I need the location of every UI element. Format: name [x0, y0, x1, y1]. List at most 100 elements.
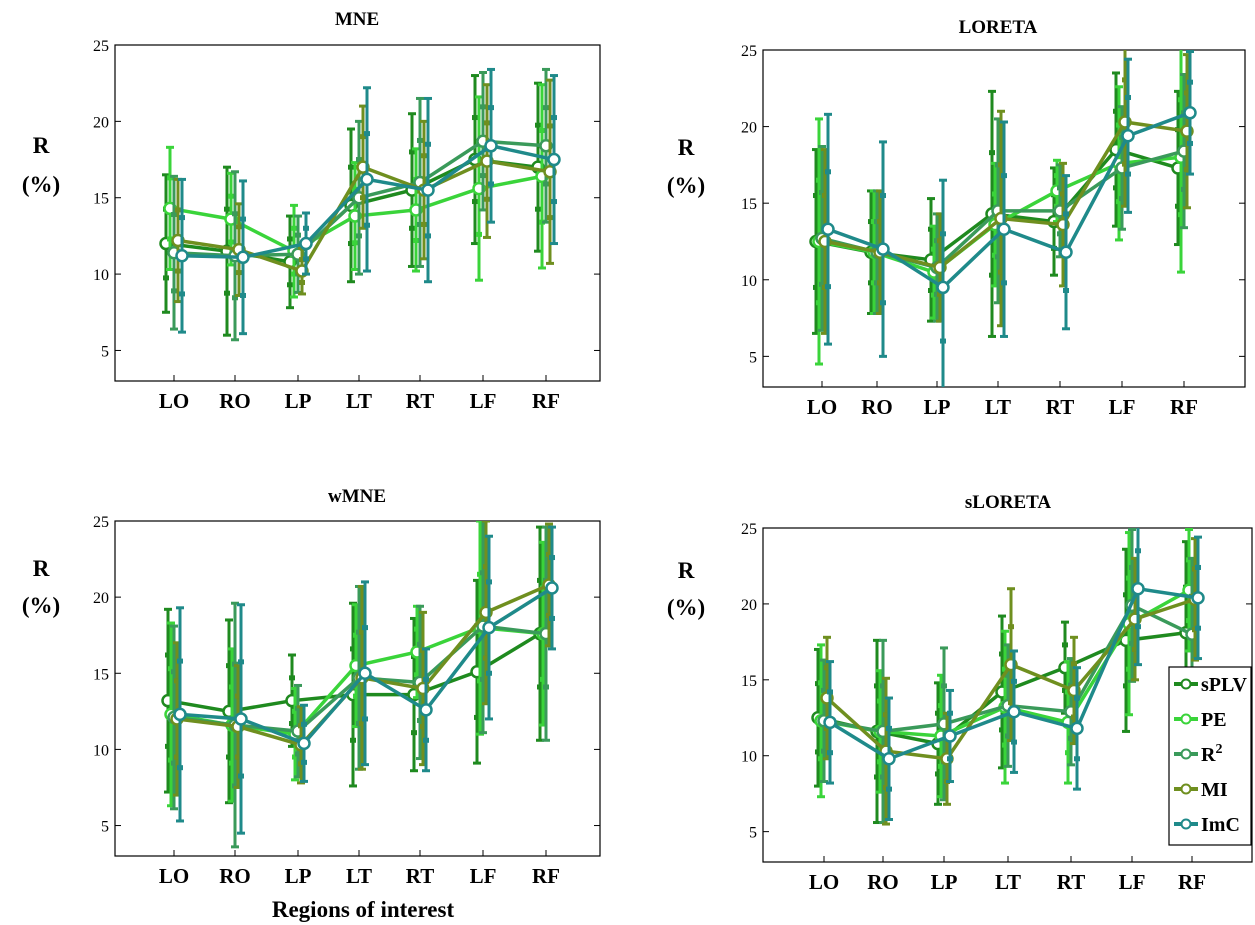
x-tick-label: LT: [346, 864, 372, 888]
x-tick-label: LO: [159, 389, 189, 413]
data-point: [821, 222, 835, 236]
data-point: [175, 249, 189, 263]
y-tick-label: 20: [741, 120, 757, 137]
y-tick-label: 15: [741, 673, 757, 690]
y-tick-label: 10: [93, 267, 109, 284]
error-marker: [1071, 661, 1077, 667]
error-marker: [411, 730, 417, 736]
error-marker: [886, 725, 892, 731]
error-marker: [886, 786, 892, 792]
error-marker: [362, 625, 368, 631]
error-marker: [483, 564, 489, 570]
error-marker: [474, 714, 480, 720]
error-marker: [421, 153, 427, 159]
data-point: [234, 712, 248, 726]
error-marker: [292, 708, 298, 714]
error-marker: [488, 105, 494, 111]
error-marker: [995, 254, 1001, 260]
error-marker: [413, 237, 419, 243]
data-point: [297, 736, 311, 751]
legend-label: ImC: [1201, 814, 1240, 836]
x-tick-label: RO: [861, 395, 893, 419]
error-marker: [226, 754, 232, 760]
error-marker: [228, 193, 234, 199]
error-marker: [827, 750, 833, 756]
legend: sPLV PE R2 MI ImC: [1168, 666, 1252, 846]
error-marker: [821, 687, 827, 693]
error-marker: [1178, 212, 1184, 218]
error-marker: [1129, 640, 1135, 646]
error-marker: [1005, 733, 1011, 739]
y-tick-label: 15: [741, 196, 757, 213]
error-marker: [480, 570, 486, 576]
error-marker: [301, 721, 307, 727]
error-marker: [350, 737, 356, 743]
error-marker: [236, 270, 242, 276]
error-marker: [940, 338, 946, 344]
data-point: [1183, 106, 1197, 120]
error-marker: [352, 186, 358, 192]
error-marker: [543, 181, 549, 187]
error-marker: [301, 759, 307, 765]
error-marker: [1063, 287, 1069, 293]
error-marker: [174, 754, 180, 760]
error-marker: [935, 710, 941, 716]
error-marker: [816, 300, 822, 306]
error-marker: [177, 658, 183, 664]
y-tick-label: 10: [741, 749, 757, 766]
error-marker: [825, 169, 831, 175]
error-marker: [165, 743, 171, 749]
error-marker: [175, 207, 181, 213]
data-point: [936, 280, 950, 295]
error-marker: [931, 246, 937, 252]
error-marker: [1186, 557, 1192, 563]
error-marker: [168, 666, 174, 672]
error-marker: [1068, 735, 1074, 741]
series-imc: [175, 67, 561, 336]
error-marker: [303, 225, 309, 231]
x-tick-label: LT: [346, 389, 372, 413]
error-marker: [350, 646, 356, 652]
error-marker: [423, 676, 429, 682]
error-marker: [232, 211, 238, 217]
error-marker: [421, 221, 427, 227]
series-imc: [823, 528, 1205, 821]
error-marker: [877, 698, 883, 704]
y-axis-label-unit: (%): [667, 173, 705, 198]
y-axis-label: R: [33, 133, 50, 158]
error-marker: [409, 149, 415, 155]
error-marker: [1186, 618, 1192, 624]
error-marker: [171, 669, 177, 675]
error-marker: [1011, 678, 1017, 684]
error-marker: [1132, 646, 1138, 652]
panel-title: sLORETA: [965, 492, 1052, 513]
error-marker: [1125, 94, 1131, 100]
data-point: [421, 183, 435, 197]
error-marker: [1126, 666, 1132, 672]
error-marker: [1071, 714, 1077, 720]
error-marker: [229, 684, 235, 690]
error-marker: [423, 737, 429, 743]
error-marker: [232, 661, 238, 667]
error-marker: [1195, 625, 1201, 631]
error-marker: [232, 295, 238, 301]
error-marker: [1178, 97, 1184, 103]
error-marker: [235, 754, 241, 760]
error-marker: [813, 193, 819, 199]
plot-frame: [114, 520, 601, 857]
error-marker: [1008, 700, 1014, 706]
error-marker: [928, 226, 934, 232]
error-marker: [484, 196, 490, 202]
x-tick-label: LF: [1109, 395, 1136, 419]
error-marker: [480, 104, 486, 110]
error-marker: [348, 241, 354, 247]
error-marker: [295, 705, 301, 711]
x-tick-label: LF: [470, 389, 497, 413]
error-marker: [1181, 186, 1187, 192]
error-marker: [235, 693, 241, 699]
error-marker: [414, 672, 420, 678]
error-marker: [1002, 742, 1008, 748]
error-marker: [364, 222, 370, 228]
error-marker: [472, 115, 478, 121]
error-marker: [535, 206, 541, 212]
